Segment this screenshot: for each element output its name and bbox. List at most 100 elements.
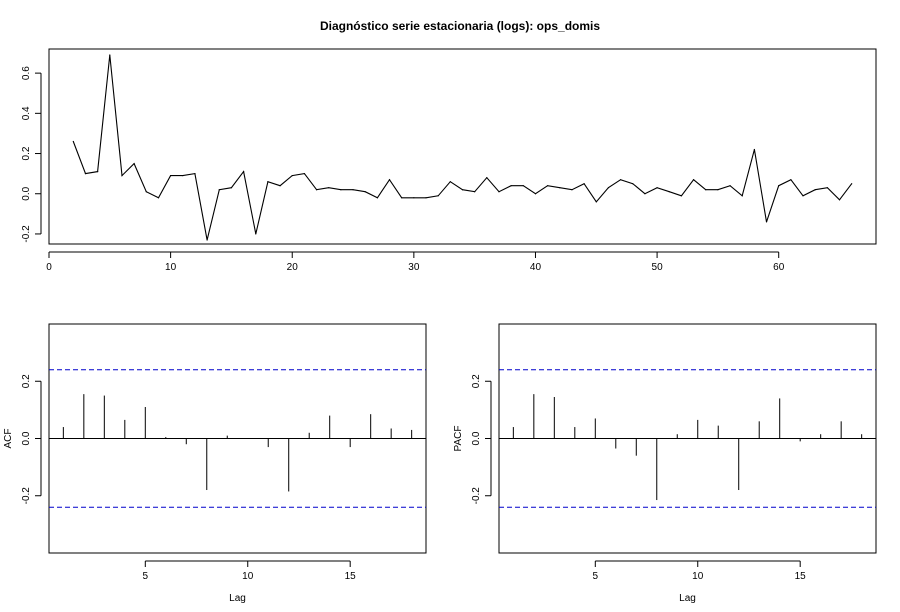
data-point	[474, 191, 476, 193]
data-point	[388, 179, 391, 181]
data-point	[376, 197, 378, 199]
x-tick-label: 40	[530, 262, 542, 273]
x-tick-label: 30	[408, 262, 420, 273]
data-point	[765, 221, 768, 223]
y-tick-label: 0.2	[21, 374, 32, 388]
data-point	[486, 177, 488, 179]
x-tick-label: 20	[287, 262, 299, 273]
data-point	[778, 185, 780, 187]
data-point	[315, 189, 318, 191]
data-point	[838, 199, 841, 201]
data-point	[547, 185, 549, 187]
data-point	[449, 181, 451, 183]
y-tick-label: 0.6	[21, 66, 32, 80]
pacf-panel: 5 10 15 -0.2 0.0 0.2 Lag PACF	[453, 323, 877, 604]
data-point	[182, 175, 184, 177]
data-point	[790, 179, 792, 181]
data-point	[802, 195, 804, 197]
data-point	[461, 189, 464, 191]
x-tick-label: 10	[692, 571, 704, 582]
x-tick-label: 5	[593, 571, 599, 582]
y-tick-label: 0.2	[471, 374, 482, 388]
data-point	[340, 189, 342, 191]
data-point	[559, 187, 561, 189]
x-tick-label: 0	[46, 262, 52, 273]
data-point	[595, 201, 597, 203]
y-tick-label: 0.0	[21, 431, 32, 445]
y-tick-label: 0.4	[21, 106, 32, 120]
data-point	[72, 140, 74, 143]
data-point	[230, 187, 233, 189]
acf-panel: 5 10 15 -0.2 0.0 0.2 Lag ACF	[3, 323, 427, 604]
data-point	[279, 185, 281, 187]
data-point	[328, 187, 330, 189]
data-point	[437, 195, 439, 197]
y-axis-label: PACF	[453, 426, 464, 452]
data-point	[644, 193, 646, 195]
y-tick-label: 0.0	[471, 431, 482, 445]
data-point	[121, 175, 123, 177]
data-point	[194, 173, 196, 175]
data-point	[145, 191, 147, 193]
data-point	[133, 162, 135, 165]
chart-title: Diagnóstico serie estacionaria (logs): o…	[320, 19, 600, 33]
y-tick-label: 0.2	[21, 146, 32, 160]
x-axis-label: Lag	[229, 593, 246, 604]
data-point	[157, 197, 160, 199]
x-tick-label: 15	[345, 571, 357, 582]
data-point	[583, 183, 585, 185]
data-point	[705, 189, 707, 191]
data-point	[607, 187, 610, 189]
data-point	[814, 189, 816, 191]
data-point	[656, 187, 658, 189]
y-tick-label: -0.2	[21, 487, 32, 505]
data-point	[364, 191, 366, 193]
data-point	[291, 175, 293, 177]
series-line	[72, 54, 853, 241]
data-point	[97, 171, 99, 173]
data-point	[632, 183, 634, 185]
y-tick-label: 0.0	[21, 186, 32, 200]
data-point	[668, 191, 670, 193]
data-point	[267, 181, 269, 183]
x-tick-label: 50	[652, 262, 664, 273]
data-point	[571, 189, 573, 191]
x-tick-label: 5	[143, 571, 149, 582]
data-point	[717, 189, 719, 191]
x-axis-label: Lag	[679, 593, 696, 604]
data-point	[109, 54, 111, 56]
data-point	[620, 179, 622, 181]
x-tick-label: 60	[773, 262, 785, 273]
data-point	[206, 239, 208, 241]
x-tick-label: 15	[795, 571, 807, 582]
data-point	[680, 195, 683, 197]
data-point	[401, 197, 403, 199]
data-point	[255, 233, 257, 235]
plot-frame	[48, 48, 877, 245]
data-point	[303, 173, 305, 175]
x-tick-label: 10	[165, 262, 177, 273]
data-point	[170, 175, 172, 177]
y-tick-label: -0.2	[21, 225, 32, 243]
data-point	[522, 185, 524, 187]
time-series-panel: 0 10 20 30 40 50 60 -0.2 0.0 0.2 0.4 0.6	[21, 48, 877, 273]
data-point	[753, 148, 755, 151]
data-point	[84, 173, 87, 175]
x-tick-label: 10	[242, 571, 254, 582]
data-point	[242, 171, 245, 173]
data-point	[498, 191, 500, 193]
data-point	[534, 193, 537, 195]
data-point	[729, 185, 731, 187]
data-point	[741, 195, 743, 197]
data-point	[510, 185, 512, 187]
y-axis-label: ACF	[3, 429, 14, 449]
data-point	[425, 197, 427, 199]
data-point	[218, 189, 220, 191]
data-point	[826, 187, 828, 189]
data-point	[352, 189, 354, 191]
y-tick-label: -0.2	[471, 487, 482, 505]
data-point	[413, 197, 415, 199]
data-point	[851, 183, 853, 185]
data-point	[692, 179, 695, 181]
